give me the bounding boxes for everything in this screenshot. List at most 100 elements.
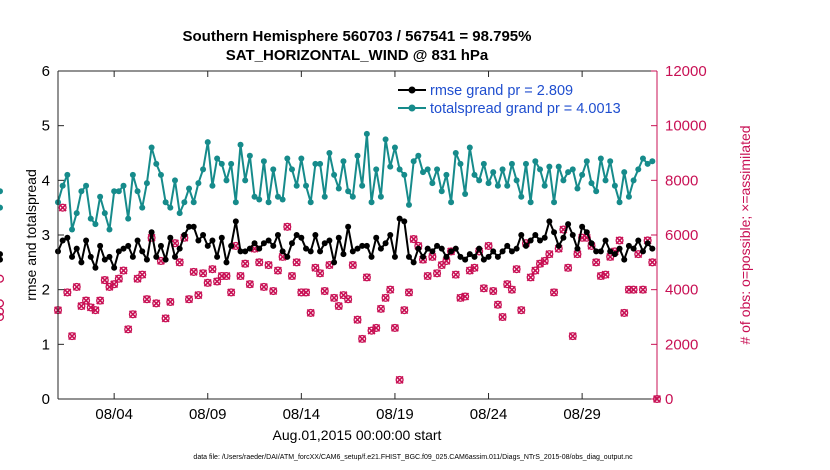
rmse-point: [186, 223, 193, 230]
obs-possible-point: [400, 306, 409, 315]
rmse-point: [593, 248, 600, 255]
obs-assimilated-point: [128, 310, 137, 319]
obs-possible-point: [175, 258, 184, 267]
obs-possible-point: [362, 273, 371, 282]
rmse-point: [242, 248, 249, 255]
rmse-point: [125, 242, 132, 249]
obs-possible-point: [531, 266, 540, 275]
obs-assimilated-point: [203, 278, 212, 287]
obs-possible-point: [82, 296, 91, 305]
x-tick-label: 08/19: [376, 406, 414, 423]
totalspread-point: [270, 166, 277, 173]
obs-assimilated-point: [592, 258, 601, 267]
rmse-point: [597, 248, 604, 255]
obs-possible-point: [189, 267, 198, 276]
rmse-point: [625, 242, 632, 249]
x-tick-label: 08/29: [563, 406, 601, 423]
totalspread-point: [597, 155, 604, 162]
totalspread-point: [424, 166, 431, 173]
obs-assimilated-point: [493, 300, 502, 309]
obs-possible-point: [306, 308, 315, 317]
rmse-point: [635, 237, 642, 244]
obs-possible-point: [208, 265, 217, 274]
obs-assimilated-point: [245, 280, 254, 289]
obs-possible-point: [507, 285, 516, 294]
obs-possible-point: [503, 280, 512, 289]
rmse-point: [246, 245, 253, 252]
rmse-point: [59, 237, 66, 244]
rmse-point: [508, 248, 515, 255]
rmse-point: [279, 248, 286, 255]
rmse-point: [195, 237, 202, 244]
totalspread-point: [265, 199, 272, 206]
obs-possible-point: [568, 332, 577, 341]
rmse-point: [223, 259, 230, 266]
totalspread-point: [429, 180, 436, 187]
rmse-point: [611, 251, 618, 258]
y2-tick-label: 10000: [665, 118, 707, 135]
obs-possible-point: [152, 299, 161, 308]
obs-assimilated-point: [316, 269, 325, 278]
rmse-point: [162, 256, 169, 263]
y2-tick-label: 8000: [665, 172, 698, 189]
rmse-point: [260, 240, 267, 247]
obs-possible-point: [629, 285, 638, 294]
obs-possible-point: [564, 263, 573, 272]
rmse-point: [438, 245, 445, 252]
obs-assimilated-point: [629, 285, 638, 294]
obs-assimilated-point: [199, 269, 208, 278]
obs-assimilated-point: [222, 272, 231, 280]
obs-assimilated-point: [638, 285, 647, 294]
obs-possible-point: [124, 325, 133, 334]
totalspread-point: [349, 193, 356, 200]
obs-assimilated-point: [489, 287, 498, 295]
rmse-point: [424, 245, 431, 252]
totalspread-point: [223, 177, 230, 184]
obs-possible-point: [77, 302, 86, 311]
obs-possible-point: [311, 263, 320, 272]
totalspread-point: [513, 177, 520, 184]
totalspread-point: [471, 171, 478, 178]
rmse-point: [574, 245, 581, 252]
rmse-point: [513, 245, 520, 252]
rmse-point: [471, 253, 478, 260]
ticks-layer: 0 1 2 3 4 5 6 0 2000 4000 6000 8000 10000 12000 08/04 0…: [42, 63, 707, 423]
obs-possible-point: [96, 296, 105, 305]
obs-assimilated-point: [498, 313, 507, 321]
totalspread-point: [518, 193, 525, 200]
obs-possible-point: [292, 258, 301, 267]
rmse-point: [157, 242, 164, 249]
obs-assimilated-point: [470, 263, 479, 272]
obs-assimilated-point: [58, 203, 67, 212]
obs-possible-point: [404, 288, 414, 297]
rmse-point: [237, 248, 244, 255]
rmse-point: [476, 245, 483, 252]
obs-assimilated-point: [358, 334, 367, 343]
obs-assimilated-point: [372, 323, 381, 332]
rmse-point: [111, 264, 118, 271]
totalspread-point: [176, 210, 183, 217]
legend-spread-marker: [408, 104, 416, 112]
y-tick-label: 2: [42, 282, 50, 299]
rmse-point: [373, 234, 380, 241]
obs-assimilated-point: [381, 293, 390, 302]
totalspread-point: [204, 139, 211, 146]
obs-assimilated-point: [395, 375, 404, 384]
totalspread-point: [64, 171, 71, 178]
totalspread-point: [354, 152, 361, 159]
obs-possible-point: [100, 276, 109, 285]
rmse-point: [293, 232, 300, 238]
rmse-point: [143, 256, 150, 263]
obs-assimilated-point: [161, 314, 170, 323]
obs-assimilated-point: [596, 272, 605, 280]
obs-possible-point: [409, 235, 418, 244]
obs-assimilated-point: [320, 287, 329, 295]
rmse-point: [115, 248, 122, 255]
rmse-point: [73, 245, 80, 252]
rmse-point: [101, 256, 108, 263]
obs-assimilated-point: [423, 272, 432, 280]
totalspread-point: [565, 169, 572, 176]
totalspread-point: [546, 163, 553, 170]
totalspread-point: [373, 166, 380, 173]
obs-assimilated-point: [273, 266, 282, 275]
